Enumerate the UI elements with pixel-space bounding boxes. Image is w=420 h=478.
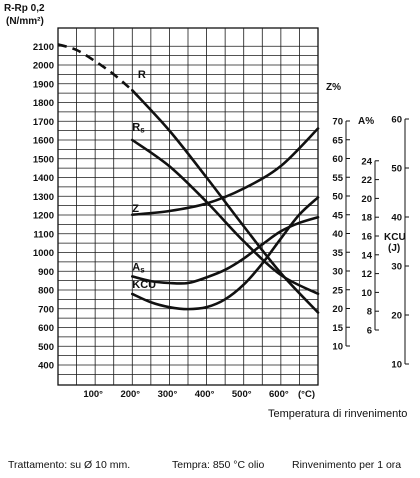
z-axis-tick-label: 60 (332, 154, 343, 165)
kcu-axis-tick-label: 50 (391, 164, 402, 175)
z-axis-tick-label: 35 (332, 248, 343, 259)
x-tick-label: 500° (232, 389, 252, 400)
footer-quench: Tempra: 850 °C olio (172, 459, 265, 471)
tick-labels: 400 500 600 700 800 900 1000 1100 1200 1300 1400 15… (33, 42, 409, 400)
a-axis-tick-label: 8 (367, 307, 372, 318)
kcu-axis-tick-label: 20 (391, 311, 402, 322)
z-axis-title: Z% (326, 82, 341, 93)
footer-temper: Rinvenimento per 1 ora (292, 459, 402, 471)
series-label-kcu: KCU (132, 279, 156, 291)
left-tick-label: 1100 (33, 229, 54, 240)
series-label-r: R (138, 69, 146, 81)
a-axis-tick-label: 24 (361, 156, 372, 167)
left-tick-label: 700 (38, 304, 54, 315)
series-line-rs (130, 138, 320, 296)
a-axis-tick-label: 12 (361, 269, 372, 280)
curve-labels: R Rs Z As KCU (132, 69, 156, 291)
footer-treatment: Trattamento: su Ø 10 mm. (8, 459, 131, 471)
series-label-z: Z (132, 203, 139, 215)
left-tick-label: 1600 (33, 136, 54, 147)
series-line-as (130, 215, 320, 285)
left-tick-label: 1000 (33, 248, 54, 259)
left-tick-label: 1200 (33, 211, 54, 222)
left-tick-label: 1400 (33, 173, 54, 184)
series-label-rs: Rs (132, 122, 145, 135)
z-axis-tick-label: 55 (332, 173, 343, 184)
left-tick-label: 1800 (33, 98, 54, 109)
z-axis-tick-label: 20 (332, 304, 343, 315)
z-axis-tick-label: 15 (332, 323, 343, 334)
left-tick-label: 1500 (33, 154, 54, 165)
z-axis-tick-label: 45 (332, 210, 343, 221)
a-axis-tick-label: 6 (367, 326, 372, 337)
left-tick-label: 800 (38, 286, 54, 297)
x-tick-label: 200° (120, 389, 140, 400)
z-axis-tick-label: 70 (332, 117, 343, 128)
z-axis-tick-label: 50 (332, 192, 343, 203)
left-tick-label: 1700 (33, 117, 54, 128)
left-tick-label: 1300 (33, 192, 54, 203)
kcu-axis-unit: (J) (388, 243, 400, 254)
x-tick-label: 400° (195, 389, 215, 400)
z-axis-tick-label: 65 (332, 135, 343, 146)
left-tick-label: 900 (38, 267, 54, 278)
grid (57, 27, 319, 386)
kcu-axis-tick-label: 10 (391, 360, 402, 371)
z-axis-tick-label: 25 (332, 285, 343, 296)
a-axis-title: A% (358, 116, 374, 127)
x-axis-unit: (°C) (298, 389, 315, 400)
left-tick-label: 2000 (33, 61, 54, 72)
a-axis-tick-label: 18 (361, 213, 372, 224)
a-axis-tick-label: 22 (361, 175, 372, 186)
a-axis-tick-label: 16 (361, 232, 372, 243)
series-line-z (130, 127, 320, 217)
left-tick-label: 2100 (33, 42, 54, 53)
a-axis-tick-label: 14 (361, 250, 372, 261)
x-axis-title: Temperatura di rinvenimento (268, 408, 408, 420)
curves (57, 43, 320, 314)
series-line-kcu (130, 196, 320, 311)
x-tick-label: 600° (269, 389, 289, 400)
x-tick-label: 300° (158, 389, 178, 400)
kcu-axis-tick-label: 40 (391, 213, 402, 224)
a-axis-tick-label: 20 (361, 194, 372, 205)
x-tick-label: 100° (83, 389, 103, 400)
left-tick-label: 1900 (33, 79, 54, 90)
z-axis-tick-label: 10 (332, 342, 343, 353)
z-axis-tick-label: 40 (332, 229, 343, 240)
left-tick-label: 500 (38, 342, 54, 353)
kcu-axis-tick-label: 30 (391, 262, 402, 273)
left-axis-title: R-Rp 0,2 (4, 3, 45, 14)
z-axis-tick-label: 30 (332, 267, 343, 278)
left-axis-unit: (N/mm²) (6, 16, 44, 27)
a-axis-tick-label: 10 (361, 288, 372, 299)
kcu-axis-tick-label: 60 (391, 115, 402, 126)
kcu-axis-title: KCU (384, 232, 406, 243)
left-tick-label: 400 (38, 361, 54, 372)
series-label-as: As (132, 261, 145, 274)
left-tick-label: 600 (38, 323, 54, 334)
